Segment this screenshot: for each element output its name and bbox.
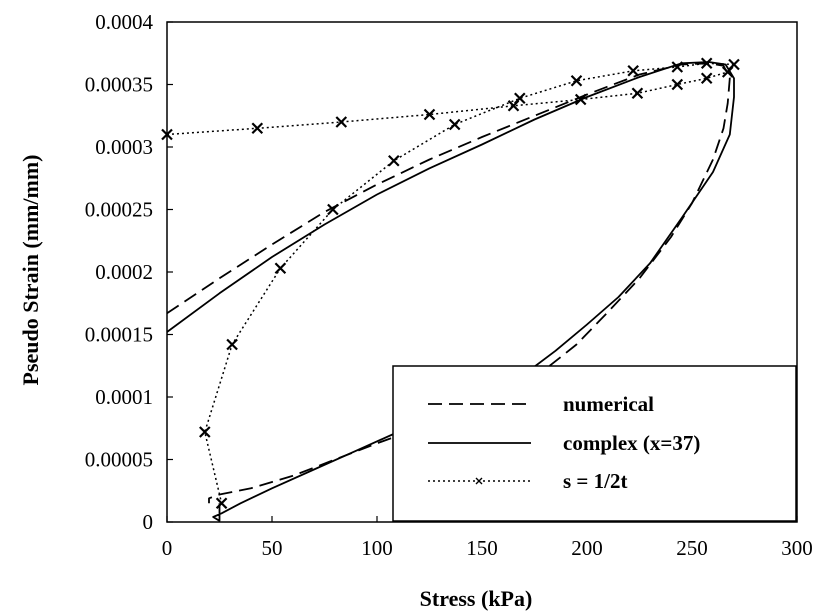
data-point-x-marker bbox=[423, 108, 436, 121]
data-point-x-marker bbox=[514, 92, 526, 105]
data-point-x-marker bbox=[327, 203, 339, 216]
x-axis-ticks: 0 50 100 150 200 250 300 bbox=[162, 516, 813, 560]
y-tick-label: 0 bbox=[143, 510, 154, 534]
series-layer bbox=[161, 57, 740, 522]
y-tick-label: 0.0002 bbox=[95, 260, 153, 284]
data-point-x-marker bbox=[251, 122, 264, 135]
y-tick-label: 0.0001 bbox=[95, 385, 153, 409]
data-point-x-marker bbox=[631, 87, 644, 100]
data-point-x-marker bbox=[700, 57, 713, 70]
data-point-x-marker bbox=[448, 118, 461, 131]
data-point-x-marker bbox=[199, 426, 211, 438]
x-tick-label: 250 bbox=[676, 536, 708, 560]
x-tick-label: 200 bbox=[571, 536, 603, 560]
data-point-x-marker bbox=[700, 72, 713, 85]
data-point-x-marker bbox=[274, 262, 287, 275]
x-tick-label: 300 bbox=[781, 536, 813, 560]
data-point-x-marker bbox=[335, 116, 348, 128]
legend: numerical complex (x=37) s = 1/2t bbox=[392, 365, 797, 522]
data-point-x-marker bbox=[627, 64, 639, 77]
data-point-x-marker bbox=[388, 154, 400, 167]
data-point-x-marker bbox=[574, 93, 587, 106]
y-tick-label: 0.0003 bbox=[95, 135, 153, 159]
y-tick-label: 0.0004 bbox=[95, 10, 153, 34]
data-point-x-marker bbox=[728, 58, 740, 71]
y-axis-title: Pseudo Strain (mm/mm) bbox=[18, 155, 43, 386]
y-tick-label: 0.00015 bbox=[85, 323, 153, 347]
y-tick-label: 0.00035 bbox=[85, 73, 153, 97]
data-point-x-marker bbox=[671, 61, 684, 73]
x-tick-label: 50 bbox=[262, 536, 283, 560]
data-point-x-marker bbox=[671, 78, 684, 91]
legend-label: s = 1/2t bbox=[563, 469, 627, 493]
data-point-x-marker bbox=[226, 338, 238, 351]
x-tick-label: 0 bbox=[162, 536, 173, 560]
x-tick-label: 100 bbox=[361, 536, 393, 560]
data-point-x-marker bbox=[570, 74, 583, 87]
series-line bbox=[166, 61, 735, 522]
x-axis-title: Stress (kPa) bbox=[420, 586, 533, 611]
legend-label: numerical bbox=[563, 392, 654, 416]
legend-label: complex (x=37) bbox=[563, 431, 700, 455]
data-point-x-marker bbox=[215, 497, 228, 510]
y-axis-ticks: 0 0.00005 0.0001 0.00015 0.0002 0.00025 0.0003… bbox=[85, 10, 173, 534]
x-tick-label: 150 bbox=[466, 536, 498, 560]
series-1 bbox=[166, 61, 735, 522]
data-point-x-marker bbox=[161, 128, 173, 141]
data-point-x-marker bbox=[475, 477, 483, 485]
y-tick-label: 0.00005 bbox=[85, 448, 153, 472]
series-2 bbox=[161, 57, 740, 510]
y-tick-label: 0.00025 bbox=[85, 198, 153, 222]
